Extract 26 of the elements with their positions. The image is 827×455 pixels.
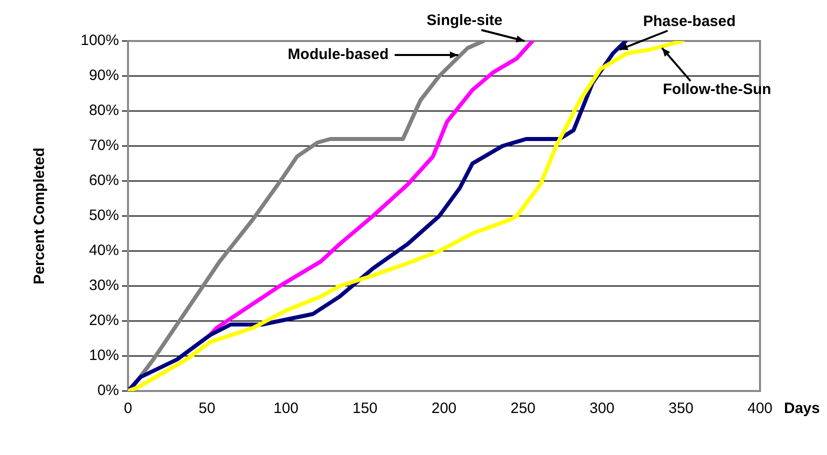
y-tick-label: 0% [97,382,119,400]
y-tick-label: 50% [88,207,119,224]
x-tick-label: 150 [352,400,378,418]
annotation: Follow-the-Sun [662,81,772,98]
y-tick-label: 40% [88,242,119,260]
x-tick-label: 100 [273,400,299,418]
x-axis-title: Days [784,400,820,418]
x-tick-label: 400 [747,400,773,418]
y-tick-label: 20% [88,312,119,330]
y-tick-label: 60% [88,172,119,190]
x-tick-label: 200 [431,400,457,418]
x-tick-label: 250 [510,400,536,418]
annotation: Module-based [288,46,389,64]
x-tick-label: 300 [589,400,615,418]
x-tick-label: 350 [668,400,694,418]
x-tick-label: 0 [124,400,132,418]
y-tick-label: 10% [88,347,119,364]
y-tick-label: 80% [88,102,119,120]
annotation: Single-site [426,12,503,30]
y-tick-label: 70% [88,137,119,154]
y-tick-label: 90% [88,67,119,84]
y-tick-label: 30% [88,277,119,294]
annotation: Phase-based [643,12,736,30]
x-tick-label: 50 [198,400,216,418]
y-axis-title: Percent Completed [31,148,48,284]
y-tick-label: 100% [80,32,119,50]
